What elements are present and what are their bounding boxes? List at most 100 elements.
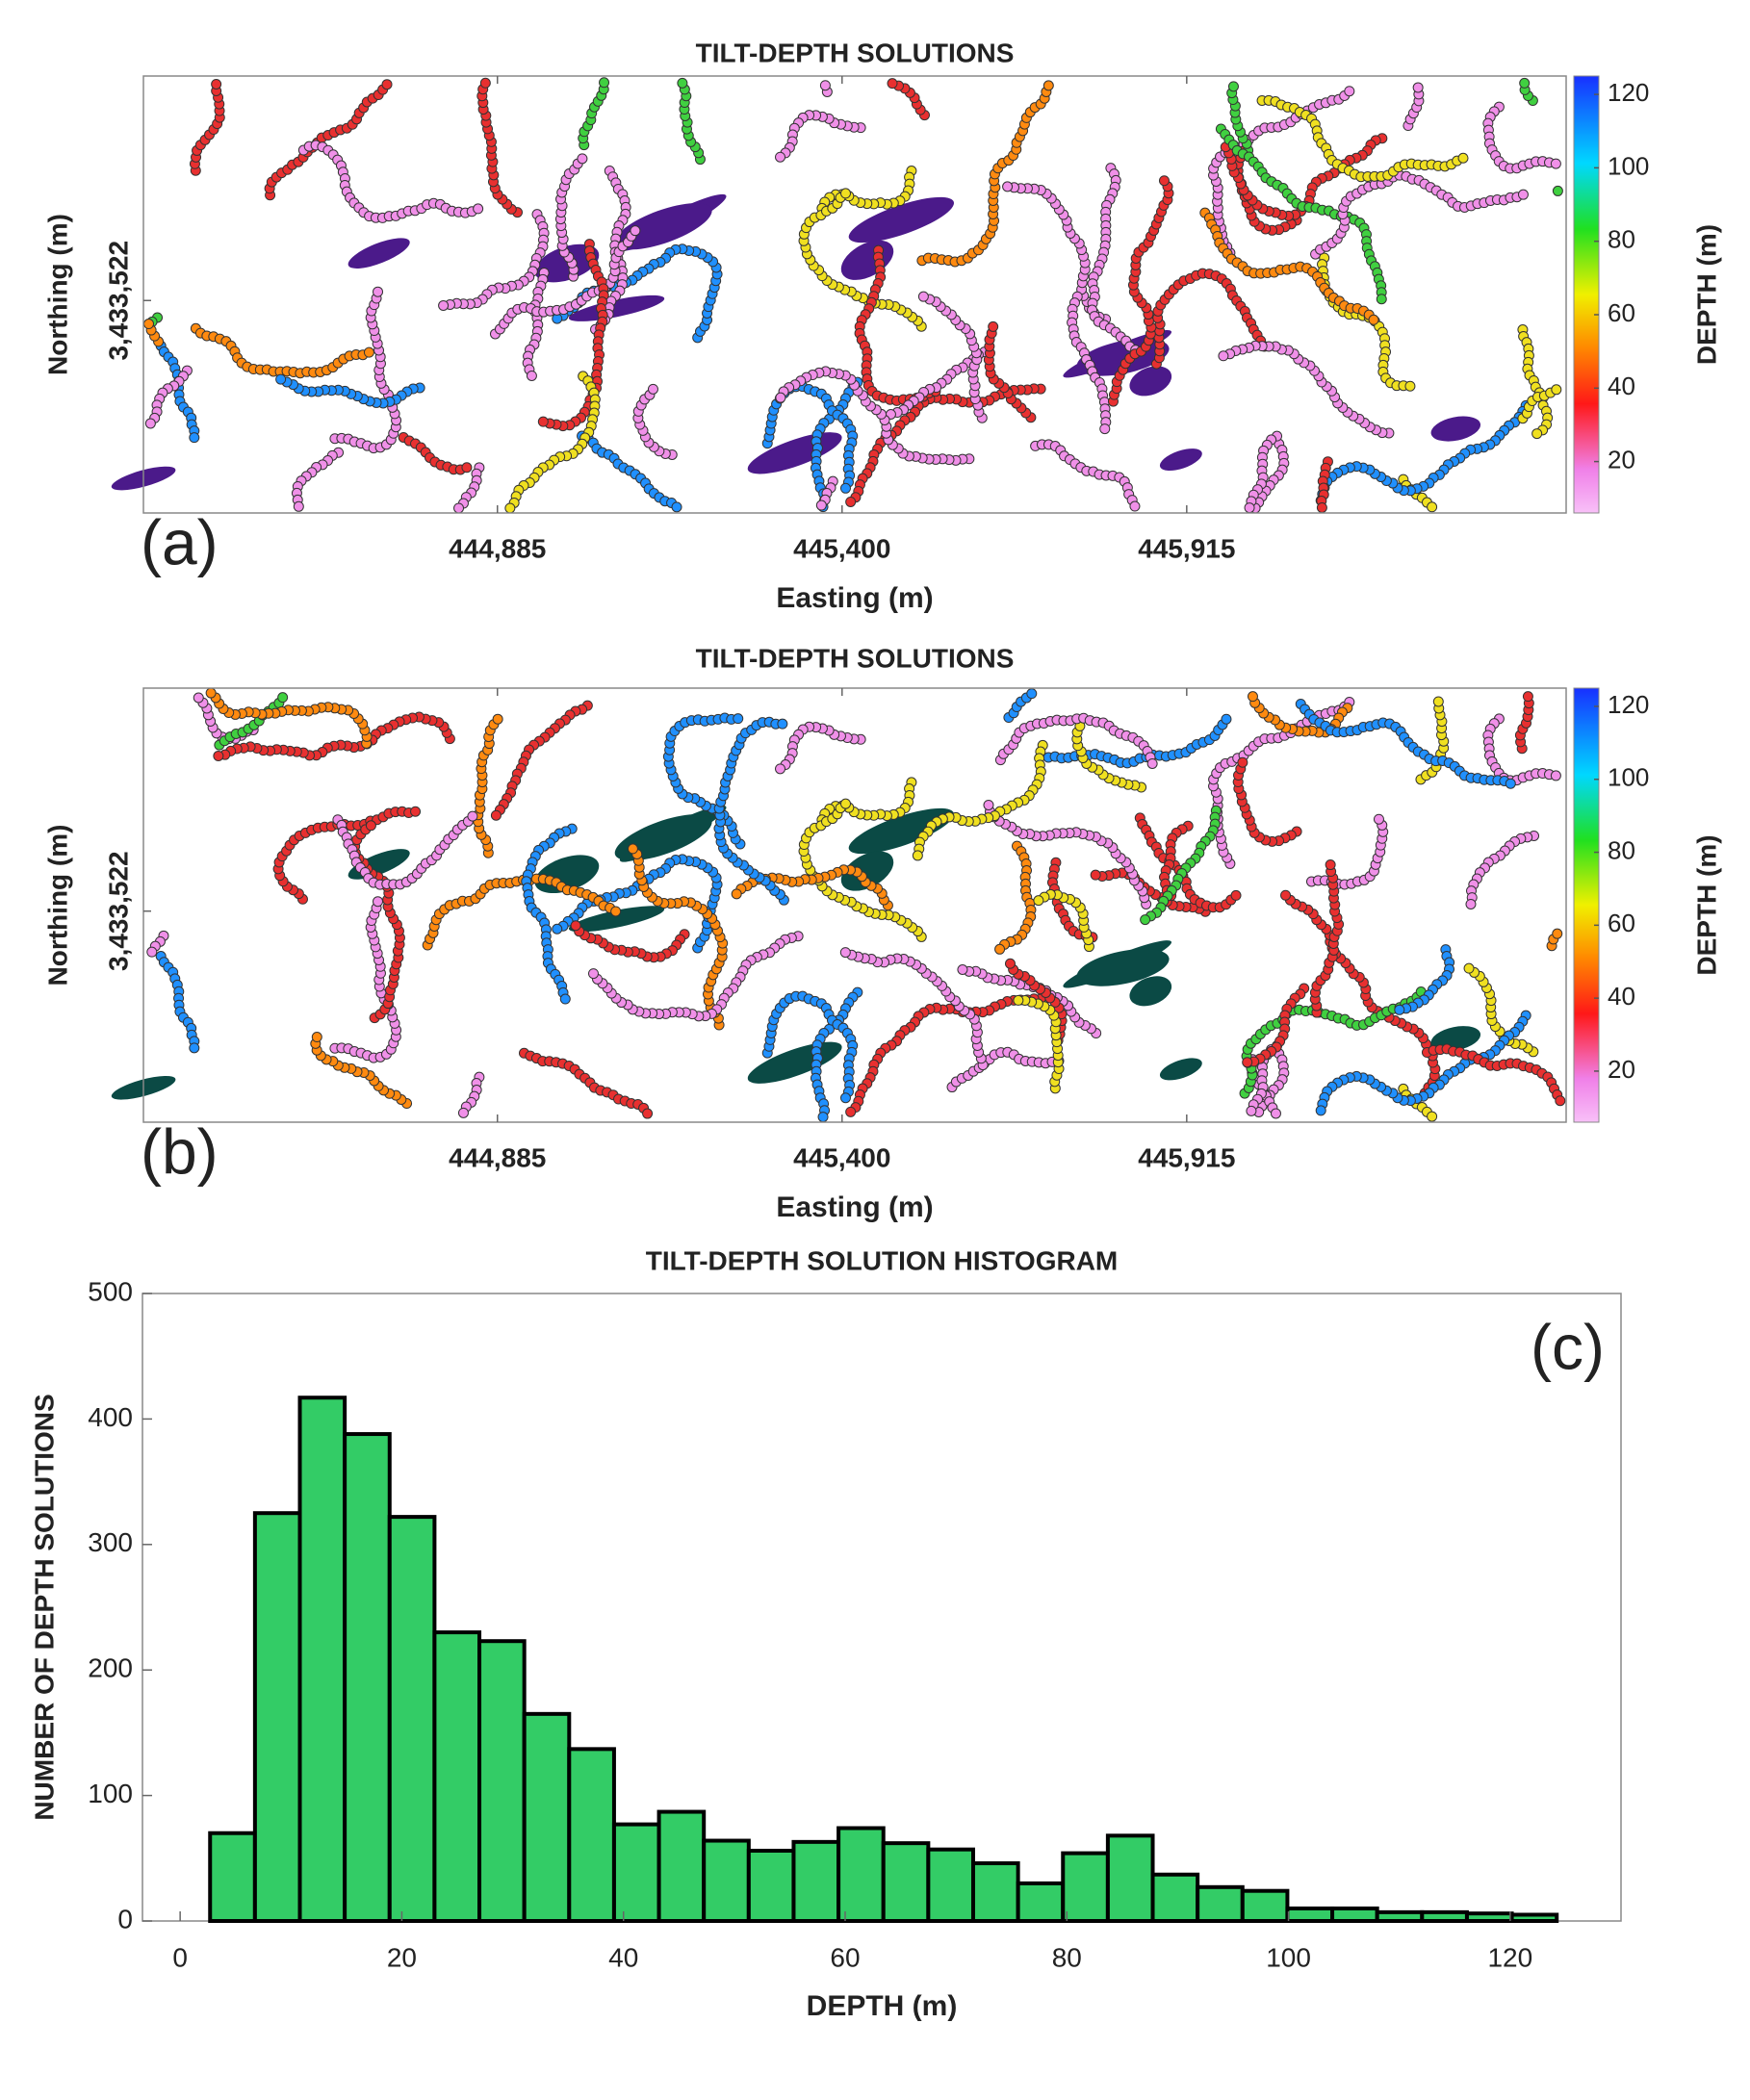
solution-dot (490, 809, 502, 821)
colorbar-label: DEPTH (m) (1691, 834, 1721, 975)
solution-dot (189, 432, 200, 444)
solution-dot (917, 291, 929, 302)
solution-dot (143, 319, 155, 330)
solution-dot (193, 692, 204, 704)
solution-dot (1099, 423, 1111, 435)
solution-dot (1394, 1004, 1405, 1015)
bar (208, 1831, 257, 1923)
y-tick-label: 3,433,522 (103, 241, 133, 361)
solution-dot (479, 77, 491, 89)
solution-dot (887, 78, 898, 90)
solution-dot (1550, 770, 1561, 781)
solution-dot (775, 392, 786, 403)
x-tick-label: 40 (608, 1942, 638, 1972)
bar (343, 1432, 392, 1923)
overlay-blob (614, 203, 712, 250)
solution-dot (1230, 889, 1242, 901)
solution-dot (381, 79, 393, 90)
solution-dot (1550, 158, 1561, 169)
bar (970, 1861, 1020, 1923)
solution-dot (912, 850, 923, 861)
bar (1375, 1909, 1425, 1923)
overlay-blob (1430, 416, 1481, 442)
solution-dot (845, 1106, 857, 1117)
colorbar-tick-label: 40 (1608, 371, 1635, 400)
colorbar-tick-label: 80 (1608, 225, 1635, 254)
solution-dot (1002, 181, 1014, 192)
bar (252, 1511, 302, 1923)
solution-dot (1146, 757, 1158, 769)
bar (1016, 1881, 1066, 1924)
solution-dot (559, 993, 571, 1005)
solution-dot (373, 286, 384, 297)
solution-dot (647, 383, 658, 395)
y-axis-label: Northing (m) (42, 825, 72, 986)
chart-title: TILT-DEPTH SOLUTIONS (696, 38, 1015, 67)
solution-dot (1325, 859, 1336, 871)
y-tick-label: 400 (88, 1402, 133, 1432)
bar (432, 1630, 482, 1923)
panel-label: (c) (1531, 1311, 1605, 1382)
solution-dot (1376, 294, 1387, 305)
x-tick-label: 20 (387, 1942, 417, 1972)
x-axis-label: Easting (m) (776, 1191, 933, 1223)
solution-dot (144, 418, 156, 429)
solution-dot (1280, 889, 1292, 901)
solution-dot (1026, 688, 1038, 700)
solution-dot (1522, 691, 1533, 703)
solution-dot (211, 78, 222, 90)
solution-dot (1465, 898, 1477, 909)
solution-dot (1042, 80, 1054, 91)
solution-dot (570, 920, 581, 932)
solution-dot (537, 416, 549, 427)
colorbar-label: DEPTH (m) (1691, 224, 1721, 365)
solution-dot (817, 1112, 829, 1123)
overlay-blob (747, 432, 842, 474)
bar (1330, 1906, 1379, 1923)
colorbar-tick-label: 100 (1608, 151, 1649, 180)
overlay-blob (347, 238, 410, 269)
colorbar-tick-label: 100 (1608, 763, 1649, 792)
solution-field (111, 77, 1563, 514)
solution-dot (1244, 502, 1255, 514)
solution-dot (1242, 1057, 1253, 1068)
solution-dot (1373, 813, 1384, 825)
solution-dot (839, 947, 851, 959)
solution-dot (627, 843, 638, 855)
solution-dot (1246, 1105, 1257, 1116)
solution-dot (840, 798, 852, 809)
solution-dot (1004, 958, 1016, 969)
solution-dot (1315, 1105, 1326, 1116)
colorbar (1573, 687, 1600, 1123)
solution-dot (642, 1108, 654, 1119)
plot-frame (142, 687, 1567, 1123)
panel-label: (a) (141, 506, 219, 577)
colorbar (1573, 75, 1600, 514)
solution-dot (775, 763, 786, 775)
solution-dot (213, 750, 224, 761)
overlay-blob (1430, 1026, 1481, 1052)
bar (1150, 1872, 1200, 1923)
solution-dot (1158, 175, 1170, 187)
bar (387, 1515, 437, 1924)
solution-dot (610, 906, 622, 917)
solution-dot (1531, 428, 1543, 440)
bar (1285, 1906, 1335, 1923)
x-tick-label: 100 (1266, 1942, 1311, 1972)
solution-dot (1457, 152, 1469, 164)
bar (522, 1711, 572, 1923)
bar (836, 1826, 886, 1924)
bar (656, 1809, 707, 1923)
colorbar-tick-label: 80 (1608, 835, 1635, 864)
colorbar-tick-label: 120 (1608, 78, 1649, 107)
x-tick-label: 60 (830, 1942, 860, 1972)
solution-dot (146, 946, 158, 958)
bar (1240, 1888, 1290, 1923)
solution-dot (189, 1042, 200, 1054)
solution-dot (1555, 1095, 1566, 1107)
bar (567, 1747, 616, 1924)
y-tick-label: 200 (88, 1653, 133, 1683)
solution-dot (1404, 380, 1416, 392)
solution-dot (1412, 82, 1424, 93)
